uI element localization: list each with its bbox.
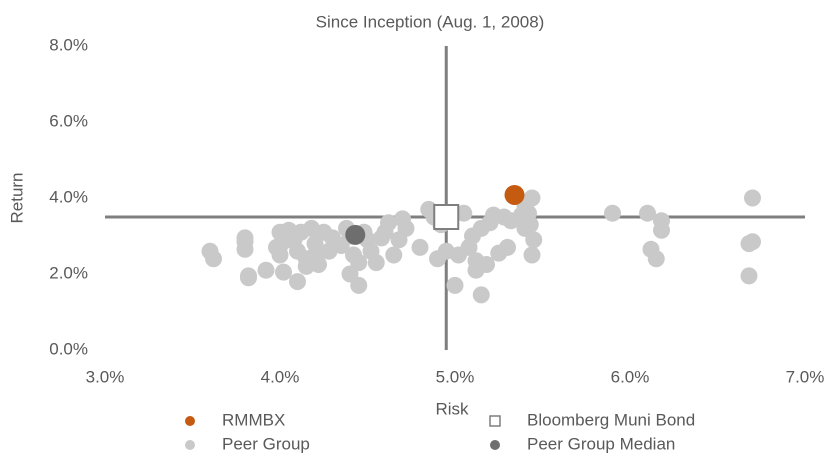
point [275,263,292,281]
point [240,269,257,287]
legend-marker [185,440,195,450]
x-tick-label: 5.0% [436,367,475,386]
point [504,184,525,205]
point [367,254,385,272]
point [639,204,656,222]
x-tick-label: 7.0% [786,367,825,386]
point [268,238,285,256]
point [523,246,541,264]
chart-title: Since Inception (Aug. 1, 2008) [316,12,545,31]
y-tick-label: 4.0% [49,187,88,206]
legend-label: Peer Group [222,434,310,453]
point [385,246,403,264]
point [446,276,464,294]
x-axis-label: Risk [435,399,469,418]
point [280,231,298,249]
point [744,189,761,207]
point [740,267,758,285]
point [205,250,222,268]
x-tick-label: 4.0% [261,367,300,386]
x-tick-label: 3.0% [86,367,125,386]
legend-marker [185,416,195,426]
x-tick-label: 6.0% [611,367,650,386]
point [289,273,306,291]
y-tick-label: 2.0% [49,263,88,282]
point [499,238,516,256]
legend-marker [490,440,500,450]
point [647,250,665,268]
y-tick-label: 0.0% [49,339,88,358]
point [397,219,415,237]
point [350,254,368,272]
legend-label: Peer Group Median [527,434,675,453]
point [411,238,429,256]
point [523,189,541,207]
point [257,261,275,279]
point [306,246,324,264]
y-tick-label: 8.0% [49,35,88,54]
point [516,219,534,237]
legend-label: RMMBX [222,410,285,429]
point [380,214,397,232]
point [455,204,473,222]
y-tick-label: 6.0% [49,111,88,130]
point [604,204,621,222]
benchmark-point [433,204,460,230]
point [472,286,490,304]
legend-label: Bloomberg Muni Bond [527,410,695,429]
legend-marker [489,415,501,427]
point [744,233,761,251]
point [350,276,368,294]
point [345,224,366,245]
point [653,221,670,239]
point [478,256,495,273]
y-axis-label: Return [7,172,26,223]
point [236,240,254,258]
